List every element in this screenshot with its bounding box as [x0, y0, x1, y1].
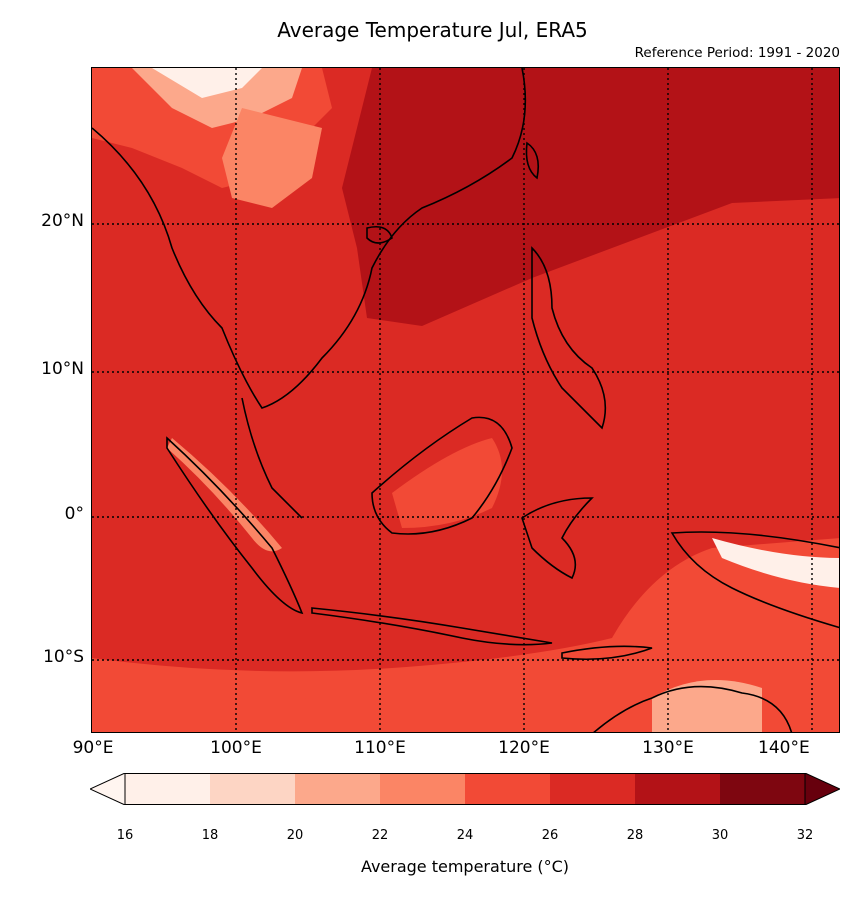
colorbar-tick-label: 24 — [456, 828, 474, 843]
chart-title: Average Temperature Jul, ERA5 — [277, 18, 588, 42]
colorbar-frame — [124, 773, 806, 805]
colorbar-tick-label: 32 — [796, 828, 814, 843]
colorbar-segment — [635, 773, 721, 805]
lat-label-10s: 10°S — [43, 647, 84, 667]
colorbar-segment — [125, 773, 211, 805]
gridlines — [92, 68, 839, 732]
timor-coast — [561, 645, 653, 660]
lon-label-130e: 130°E — [642, 738, 694, 758]
lon-label-100e: 100°E — [210, 738, 262, 758]
lat-label-10n: 10°N — [41, 359, 84, 379]
new-guinea-highlands — [712, 538, 839, 588]
colorbar-tick-label: 26 — [541, 828, 559, 843]
colorbar-segment — [550, 773, 636, 805]
colorbar-segment — [295, 773, 381, 805]
colorbar-segment — [380, 773, 466, 805]
colorbar-segment — [210, 773, 296, 805]
lat-label-0: 0° — [64, 504, 84, 524]
temperature-map — [92, 68, 839, 732]
philippines-coast — [531, 246, 607, 430]
hainan-coast — [366, 225, 393, 244]
colorbar-segment — [720, 773, 806, 805]
lon-label-140e: 140°E — [758, 738, 810, 758]
colorbar-graphic — [88, 772, 842, 806]
colorbar-label: Average temperature (°C) — [360, 857, 570, 876]
borneo-coast — [371, 416, 513, 535]
map-panel — [91, 67, 840, 733]
yunnan-cool-region — [222, 108, 322, 208]
colorbar-segment — [465, 773, 551, 805]
colorbar-tick-label: 30 — [711, 828, 729, 843]
sumatra-coast — [166, 436, 304, 615]
taiwan-coast — [525, 141, 540, 180]
colorbar-tick-label: 22 — [371, 828, 389, 843]
colorbar-tick-label: 28 — [626, 828, 644, 843]
java-coast — [311, 607, 553, 646]
lat-label-20n: 20°N — [41, 211, 84, 231]
warm-band-scs — [342, 68, 839, 326]
indochina-coast — [92, 68, 527, 409]
colorbar-tick-label: 16 — [116, 828, 134, 843]
sulawesi-coast — [521, 497, 594, 580]
tibet-coldest-region — [152, 68, 262, 98]
colorbar-tick-label: 20 — [286, 828, 304, 843]
borneo-interior — [392, 438, 502, 528]
australia-coast — [593, 685, 793, 732]
lon-label-120e: 120°E — [498, 738, 550, 758]
chart-subtitle: Reference Period: 1991 - 2020 — [634, 45, 840, 61]
malay-peninsula-coast — [241, 397, 303, 519]
colorbar — [88, 772, 842, 806]
new-guinea-coast — [670, 531, 839, 629]
coastlines — [92, 68, 839, 732]
colorbar-extend-high — [804, 772, 842, 806]
lon-label-110e: 110°E — [354, 738, 406, 758]
cool-band-south-ocean — [92, 538, 839, 732]
colorbar-tick-label: 18 — [201, 828, 219, 843]
colorbar-extend-low — [88, 772, 126, 806]
australia-north — [652, 680, 762, 732]
cool-band-south-far — [92, 686, 422, 732]
lon-label-90e: 90°E — [72, 738, 114, 758]
